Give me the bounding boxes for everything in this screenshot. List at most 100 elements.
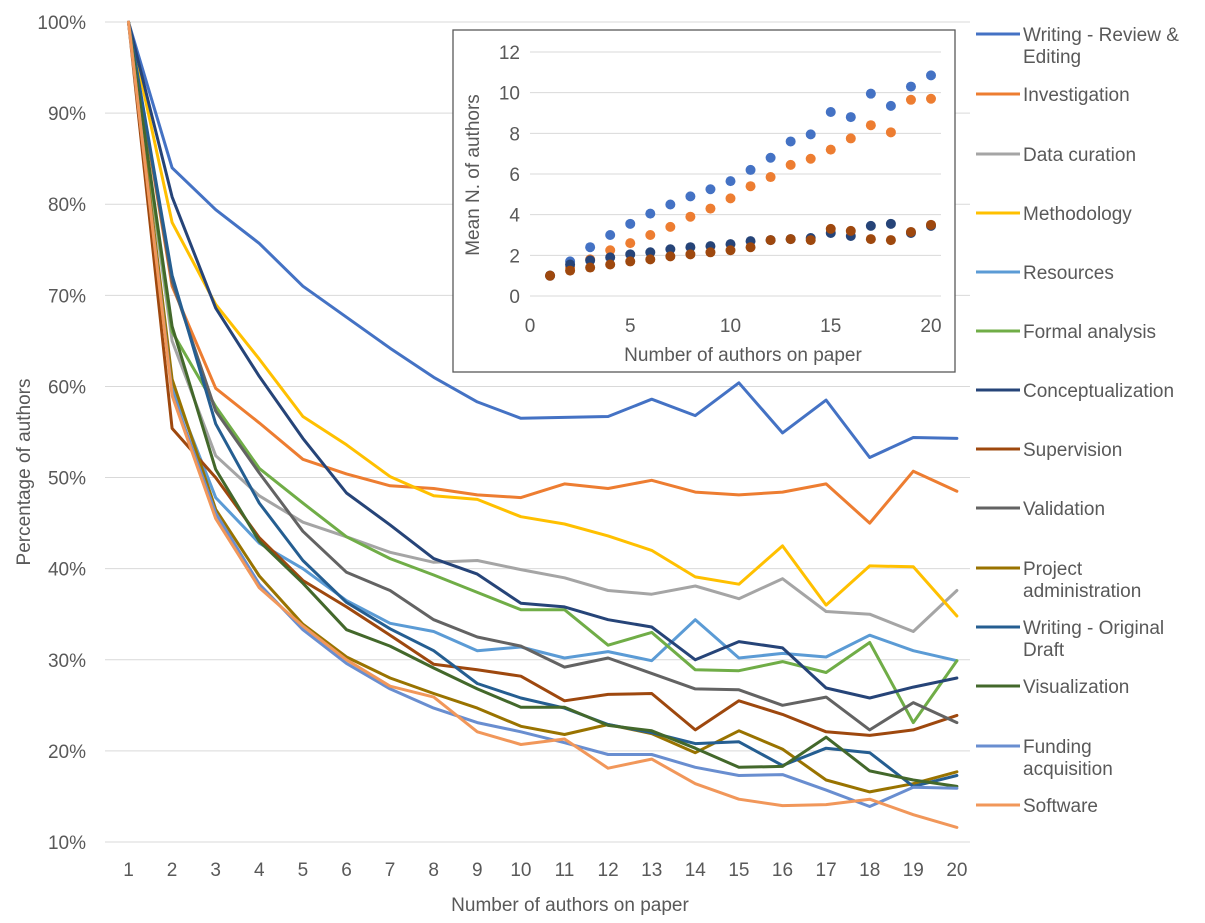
series-line [127, 20, 959, 725]
inset-point [685, 249, 696, 260]
legend-label: Supervision [1023, 440, 1122, 461]
inset-point [765, 172, 776, 183]
series-line [127, 20, 959, 633]
inset-point [705, 184, 716, 195]
main-x-tick-label: 19 [903, 860, 924, 881]
inset-point [765, 152, 776, 163]
inset-y-axis-label: Mean N. of authors [463, 94, 484, 256]
inset-point [645, 230, 656, 240]
inset-point [625, 218, 636, 229]
inset-y-tick-label: 8 [509, 124, 520, 145]
inset-point [785, 136, 796, 147]
main-y-tick-label: 30% [48, 651, 86, 672]
legend-label: Formal analysis [1023, 322, 1156, 343]
main-x-tick-label: 11 [555, 860, 575, 881]
inset-point [825, 144, 836, 155]
inset-point [745, 242, 756, 253]
inset-point [805, 153, 816, 164]
inset-point [805, 235, 816, 246]
inset-point [926, 219, 936, 230]
inset-point [926, 70, 936, 81]
inset-data-points [545, 70, 936, 281]
inset-point [665, 221, 676, 232]
inset-frame [452, 29, 956, 373]
main-x-tick-label: 14 [685, 860, 707, 881]
legend-label: Funding acquisition [1023, 737, 1113, 780]
inset-point [685, 211, 696, 222]
inset-y-tick-label: 6 [509, 165, 520, 186]
main-x-tick-label: 7 [385, 860, 396, 881]
inset-point [625, 256, 636, 267]
main-x-tick-label: 8 [428, 860, 439, 881]
main-y-tick-label: 70% [48, 286, 86, 307]
legend-label: Data curation [1023, 145, 1136, 166]
main-x-tick-label: 5 [298, 860, 309, 881]
inset-point [825, 223, 836, 234]
inset-point [665, 251, 676, 262]
main-y-tick-label: 20% [48, 742, 86, 763]
series-line [127, 20, 959, 737]
legend-label: Conceptualization [1023, 381, 1174, 402]
legend-label: Resources [1023, 263, 1114, 284]
inset-point [865, 120, 876, 131]
series-line [127, 20, 959, 788]
main-y-tick-label: 90% [48, 104, 86, 125]
inset-point [825, 106, 836, 117]
inset-point [585, 262, 596, 273]
inset-y-tick-label: 4 [509, 206, 520, 227]
inset-y-tick-label: 10 [499, 84, 520, 105]
legend-label: Writing - Original Draft [1023, 618, 1164, 661]
series-line [127, 20, 959, 788]
main-x-tick-label: 13 [641, 860, 662, 881]
main-y-tick-label: 10% [48, 833, 86, 854]
inset-point [665, 244, 676, 255]
main-y-tick-label: 50% [48, 469, 86, 490]
legend-label: Methodology [1023, 204, 1132, 225]
inset-point [685, 242, 696, 253]
inset-point [625, 249, 636, 260]
inset-point [785, 234, 796, 245]
main-y-tick-label: 80% [48, 195, 86, 216]
inset-x-tick-label: 0 [525, 316, 536, 337]
inset-point [745, 164, 756, 175]
inset-point [845, 225, 856, 236]
main-x-tick-label: 15 [728, 860, 749, 881]
inset-y-tick-labels: 0 2 4 6 8 10 12 [499, 43, 521, 308]
inset-point [645, 247, 656, 258]
main-y-tick-label: 100% [37, 13, 86, 34]
inset-x-tick-label: 5 [625, 316, 636, 337]
main-y-axis-label: Percentage of authors [14, 379, 35, 566]
main-x-tick-label: 12 [598, 860, 619, 881]
legend-label: Visualization [1023, 677, 1129, 698]
inset-point [865, 88, 876, 99]
inset-point [845, 112, 856, 123]
main-x-tick-label: 1 [123, 860, 134, 881]
inset-point [905, 226, 916, 237]
legend-label: Project administration [1023, 559, 1141, 602]
legend-label: Writing - Review & Editing [1023, 25, 1179, 68]
inset-point [865, 234, 876, 245]
inset-point [585, 242, 596, 253]
inset-x-tick-label: 10 [720, 316, 741, 337]
inset-x-tick-labels: 0 5 10 15 20 [525, 316, 942, 337]
main-x-tick-label: 6 [341, 860, 352, 881]
inset-point [565, 265, 576, 276]
inset-point [805, 129, 816, 140]
inset-point [885, 127, 896, 138]
inset-point [885, 235, 896, 246]
inset-point [685, 191, 696, 202]
inset-point [725, 176, 736, 187]
inset-point [745, 181, 756, 192]
main-y-tick-label: 60% [48, 377, 86, 398]
series-line [127, 20, 959, 459]
inset-point [905, 94, 916, 105]
inset-point [725, 193, 736, 204]
inset-point [645, 208, 656, 219]
inset-x-axis-label: Number of authors on paper [624, 345, 862, 366]
inset-point [625, 238, 636, 249]
inset-y-tick-label: 2 [509, 246, 520, 267]
inset-point [725, 245, 736, 256]
inset-y-tick-label: 0 [509, 287, 520, 308]
series-line [127, 20, 959, 808]
